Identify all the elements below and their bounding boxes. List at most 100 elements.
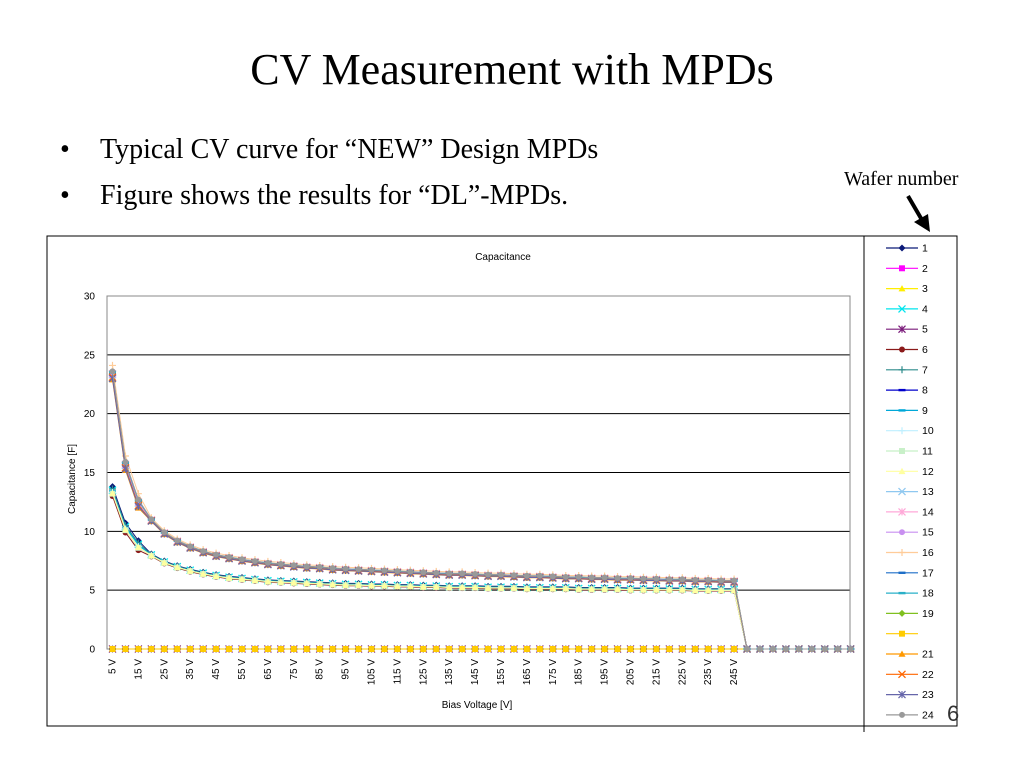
x-tick-label: 245 V (729, 659, 740, 685)
data-point (277, 646, 284, 652)
x-tick-label: 185 V (574, 659, 585, 685)
data-point (200, 548, 207, 555)
data-point (640, 575, 647, 582)
data-point (704, 586, 712, 594)
data-point (601, 646, 608, 652)
legend-label: 1 (922, 243, 928, 255)
data-point (200, 646, 207, 652)
legend-label: 13 (922, 486, 934, 498)
data-point (394, 568, 401, 575)
bullet-list: • Typical CV curve for “NEW” Design MPDs … (60, 127, 598, 219)
legend-label: 3 (922, 283, 928, 295)
data-point (679, 646, 686, 652)
data-point (187, 543, 194, 550)
legend-label: 15 (922, 527, 934, 539)
data-point (161, 529, 168, 536)
data-point (187, 646, 194, 652)
data-point (342, 646, 349, 652)
data-point (135, 496, 142, 503)
data-point (186, 567, 194, 574)
series-line (112, 378, 851, 650)
data-point (173, 563, 181, 571)
slide-title: CV Measurement with MPDs (250, 45, 774, 94)
legend-label: 5 (922, 324, 928, 336)
legend-label: 6 (922, 344, 928, 356)
data-point (705, 576, 712, 583)
legend-marker (898, 609, 906, 617)
legend-label: 17 (922, 567, 934, 579)
data-point (808, 646, 815, 652)
legend-label: 18 (922, 588, 934, 600)
data-point (121, 465, 130, 473)
legend-marker (898, 507, 906, 516)
legend-entry: 13 (886, 486, 934, 498)
data-point (148, 646, 155, 652)
arrow-down-icon (906, 194, 930, 232)
data-point (588, 585, 596, 592)
data-point (459, 570, 466, 577)
x-tick-label: 155 V (496, 659, 507, 685)
legend-label: 23 (922, 689, 934, 701)
data-point (161, 646, 168, 652)
data-point (264, 559, 271, 566)
legend-marker (899, 346, 905, 353)
legend-label: 8 (922, 385, 928, 397)
legend-marker (898, 325, 906, 334)
data-point (821, 646, 828, 652)
data-point (290, 579, 298, 586)
legend-entry: 9 (886, 405, 928, 417)
legend-marker (899, 448, 905, 454)
data-point (653, 575, 660, 582)
data-point (718, 646, 725, 652)
data-point (458, 583, 466, 591)
legend-marker (898, 467, 906, 475)
data-point (122, 646, 129, 652)
x-tick-label: 65 V (263, 659, 274, 680)
y-tick-label: 5 (89, 586, 95, 597)
data-point (549, 573, 556, 580)
data-point (407, 646, 414, 652)
data-point (316, 580, 324, 587)
data-point (122, 458, 129, 465)
data-point (536, 646, 543, 652)
legend-label: 4 (922, 303, 928, 315)
data-point (472, 571, 479, 577)
data-point (705, 646, 712, 652)
series-line (112, 486, 851, 650)
data-point (795, 646, 802, 652)
data-point (277, 578, 285, 585)
data-point (433, 646, 440, 652)
legend-label: 22 (922, 669, 934, 681)
legend-entry: 22 (886, 669, 934, 681)
data-point (213, 646, 220, 652)
series-line (112, 492, 851, 650)
data-point (536, 572, 543, 579)
data-point (769, 646, 776, 652)
data-point (316, 563, 323, 570)
data-point (445, 583, 453, 591)
bullet-dot: • (60, 134, 70, 165)
legend-marker (898, 366, 906, 374)
legend-marker (898, 670, 906, 679)
data-point (718, 577, 725, 584)
x-tick-label: 215 V (651, 659, 662, 685)
data-point (575, 585, 583, 592)
legend-marker (898, 549, 906, 556)
data-point (213, 551, 220, 558)
data-point (588, 574, 595, 581)
data-point (226, 553, 233, 560)
data-point (692, 646, 699, 652)
x-axis-label: Bias Voltage [V] (442, 700, 513, 711)
data-point (394, 646, 401, 652)
legend-entry: 18 (886, 588, 934, 600)
data-point (472, 646, 479, 652)
data-point (640, 646, 647, 652)
data-point (847, 646, 854, 652)
data-point (665, 586, 673, 593)
x-tick-label: 195 V (600, 659, 611, 685)
data-point (134, 502, 143, 511)
legend-label: 24 (922, 709, 934, 721)
data-point (731, 646, 738, 652)
data-point (121, 526, 129, 533)
legend-entry: 6 (886, 344, 928, 356)
